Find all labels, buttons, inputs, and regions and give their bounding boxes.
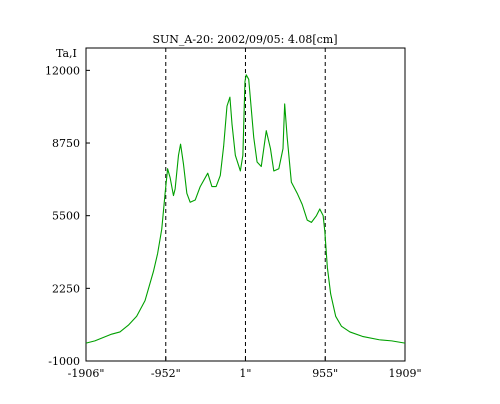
y-tick-label: 8750 bbox=[52, 137, 80, 150]
x-tick-label: 1909" bbox=[388, 367, 421, 380]
reference-lines bbox=[165, 48, 326, 361]
series-group bbox=[85, 74, 406, 344]
x-tick-label: -952" bbox=[151, 367, 181, 380]
y-tick-label: -1000 bbox=[48, 355, 80, 368]
x-tick-label: -1906" bbox=[68, 367, 105, 380]
x-tick-label: 1" bbox=[239, 367, 251, 380]
y-tick-label: 5500 bbox=[52, 210, 80, 223]
y-axis-label: Ta,I bbox=[56, 47, 77, 60]
chart-title: SUN_A-20: 2002/09/05: 4.08[cm] bbox=[152, 33, 337, 46]
y-axis-group: 12000 8750 5500 2250 -1000 bbox=[45, 64, 90, 368]
series-line bbox=[85, 74, 406, 344]
y-tick-label: 2250 bbox=[52, 282, 80, 295]
x-tick-label: 955" bbox=[312, 367, 338, 380]
y-tick-label: 12000 bbox=[45, 64, 80, 77]
x-axis-group: -1906" -952" 1" 955" 1909" bbox=[68, 357, 422, 380]
